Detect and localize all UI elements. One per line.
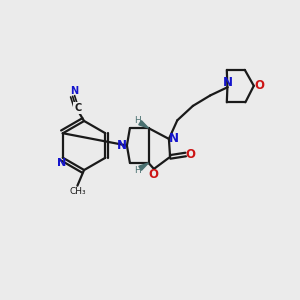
Text: N: N (70, 86, 78, 97)
Text: N: N (222, 76, 233, 89)
Text: N: N (117, 139, 127, 152)
Text: O: O (186, 148, 196, 161)
Text: H: H (134, 166, 140, 175)
Text: C: C (74, 103, 81, 113)
Text: O: O (148, 167, 158, 181)
Polygon shape (139, 163, 148, 170)
Text: H: H (134, 116, 140, 125)
Text: N: N (57, 158, 66, 168)
Text: CH₃: CH₃ (69, 187, 86, 196)
Polygon shape (139, 121, 148, 128)
Text: N: N (169, 132, 179, 146)
Text: O: O (255, 79, 265, 92)
